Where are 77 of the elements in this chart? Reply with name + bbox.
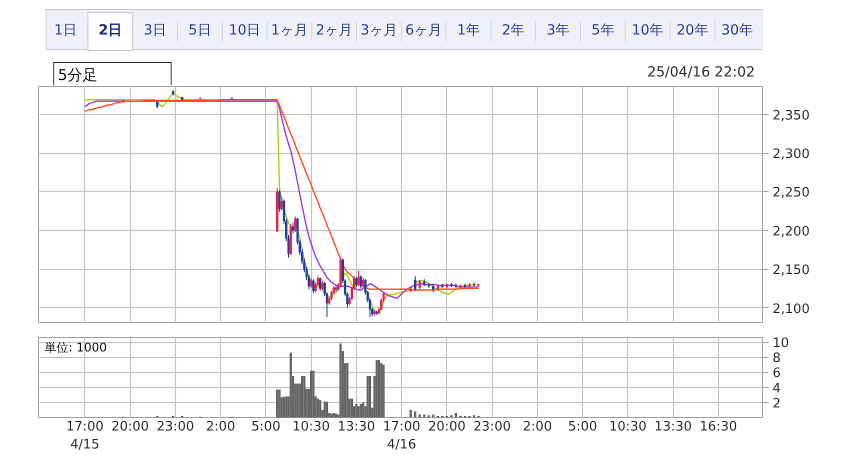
candlestick [355,276,358,288]
bar [423,414,426,418]
bar [366,376,369,418]
candlestick [357,270,360,287]
category-label: 30年 [721,22,754,38]
category-label: 1年 [457,22,480,38]
candlestick [418,279,421,290]
x-tick-label: 10:30 [609,420,647,434]
bar [276,390,278,418]
category-label: 5日 [188,22,212,38]
y-tick-label: 8 [772,351,781,366]
candlestick [360,274,362,289]
bar [350,398,353,418]
x-tick-label: 2:00 [206,420,236,434]
x-tick-label: 17:00 4/16 [382,420,420,452]
y-tick-label: 2,150 [772,263,810,278]
x-tick-label: 20:00 [111,420,149,434]
candlestick [294,216,296,232]
candlestick [292,222,294,234]
x-tick-label: 5:00 [568,420,598,434]
y-tick-label: 2,250 [772,186,810,201]
category-label: 1ヶ月 [270,22,308,38]
category-label: 10年 [632,22,664,38]
x-tick-label: 2:00 [522,420,552,434]
candlestick [321,280,324,290]
bar [290,352,292,418]
candlestick [280,196,283,211]
category-label: 2ヶ月 [316,22,353,38]
bar [410,410,412,418]
x-tick-label: 5:00 [251,420,280,434]
text: 5分足 [58,66,98,84]
bar [414,411,416,418]
category-label: 2年 [502,22,525,38]
category-label: 3ヶ月 [360,22,398,38]
bar [326,402,328,418]
x-tick-label: 13:30 [338,420,376,434]
bar [432,414,434,418]
y-tick-label: 4 [772,381,781,396]
bar [310,370,312,418]
bar [362,402,364,418]
category-label: 3年 [546,22,570,38]
x-tick-label: 20:00 [428,420,466,434]
chart-title: 25/04/16 22:02 [647,64,755,80]
bar [319,400,322,418]
bar [376,360,378,418]
candlestick [414,276,416,292]
x-tick-label: 23:00 [473,420,511,434]
candlestick [278,190,281,212]
y-tick-label: 2,200 [772,224,810,240]
category-label: 20年 [676,22,708,38]
y-tick-label: 10 [772,336,790,352]
candlestick [330,290,333,301]
candlestick [312,278,315,294]
x-tick-label: 16:30 [700,420,738,434]
x-tick-label: 10:30 [292,420,330,434]
bar [324,402,326,418]
category-label: 5年 [591,22,614,38]
y-tick-label: 2,350 [772,108,810,124]
category-label: 3日 [144,22,167,38]
y-tick-label: 2,300 [772,147,810,162]
category-label: 2日 [98,22,122,38]
y-tick-label: 2 [772,396,781,412]
y-tick-label: 6 [772,366,781,382]
candlestick [362,277,364,288]
candlestick [319,277,322,292]
annotation: 単位: 1000 [44,340,107,354]
y-tick-label: 2,100 [772,302,810,317]
bar [346,363,348,418]
bar [418,414,421,418]
category-label: 10日 [228,22,261,38]
category-label: 1日 [54,22,77,38]
x-tick-label: 17:00 4/15 [66,420,104,452]
category-label: 6ヶ月 [405,22,442,38]
x-tick-label: 13:30 [654,420,692,434]
bar [303,376,306,418]
bar [358,406,360,418]
x-tick-label: 23:00 [156,420,194,434]
